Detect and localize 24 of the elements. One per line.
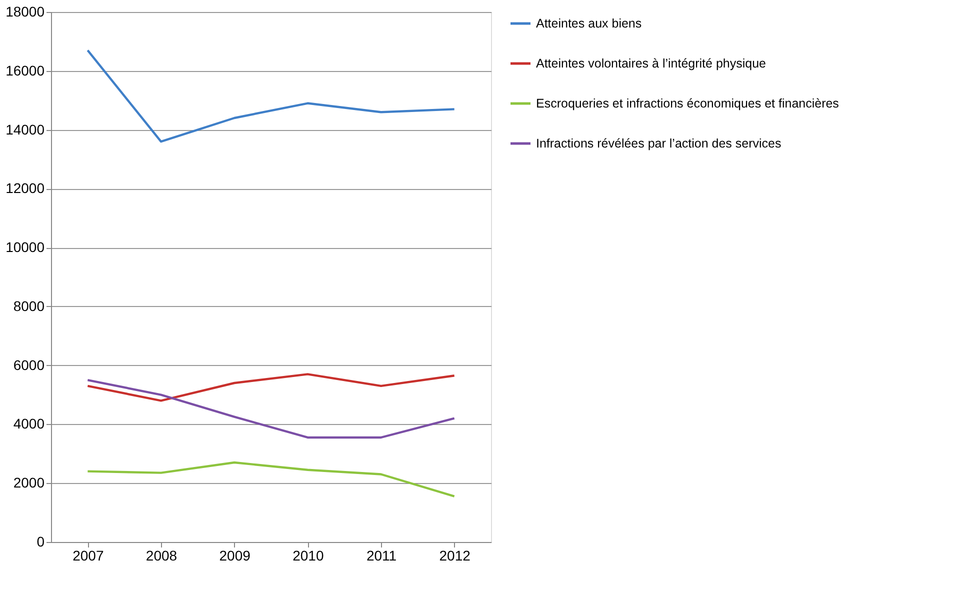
y-tick-label: 4000 xyxy=(13,416,45,432)
x-tick-label: 2008 xyxy=(146,548,178,564)
x-tick-label: 2010 xyxy=(292,548,324,564)
x-tick-label: 2012 xyxy=(439,548,471,564)
x-tick-label: 2011 xyxy=(366,548,397,564)
y-tick-label: 8000 xyxy=(13,298,45,314)
y-tick-label: 0 xyxy=(36,534,45,550)
legend-label: Escroqueries et infractions économiques et financières xyxy=(536,96,839,110)
x-tick-label: 2009 xyxy=(219,548,251,564)
y-tick-label: 6000 xyxy=(13,356,45,373)
legend-label: Infractions révélées par l’action des services xyxy=(536,136,782,150)
line-series xyxy=(86,378,456,439)
y-tick-label: 16000 xyxy=(6,62,45,78)
y-tick-label: 10000 xyxy=(6,239,45,256)
y-tick-label: 14000 xyxy=(6,121,45,138)
legend-label: Atteintes aux biens xyxy=(536,16,642,30)
y-tick-label: 12000 xyxy=(6,180,45,196)
line-series xyxy=(86,373,456,402)
line-series xyxy=(86,461,456,498)
y-tick-label: 18000 xyxy=(6,4,45,20)
line-series xyxy=(86,49,456,143)
legend-label: Atteintes volontaires à l’intégrité physique xyxy=(536,56,766,70)
x-tick-label: 2007 xyxy=(72,548,104,564)
y-tick-label: 2000 xyxy=(13,474,45,491)
